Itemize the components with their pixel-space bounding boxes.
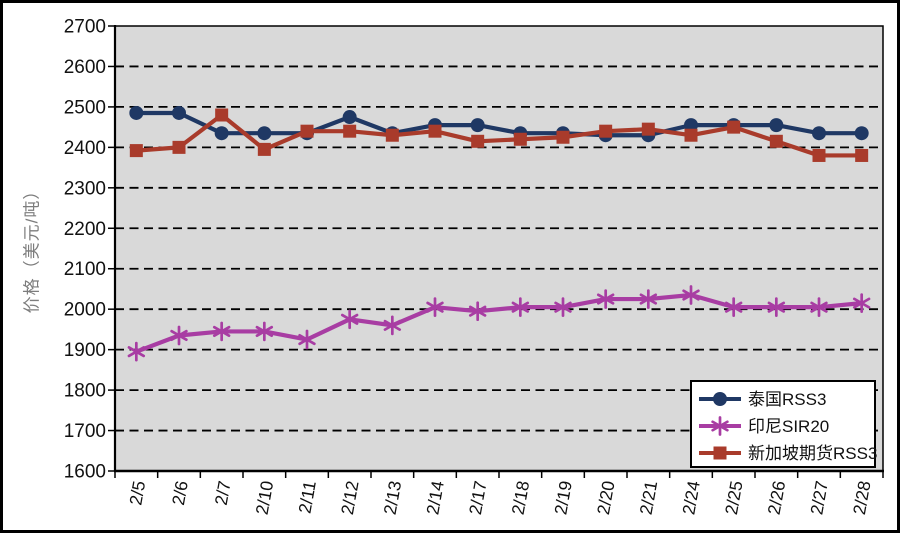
x-axis-tick-label: 2/14 xyxy=(422,479,448,516)
data-point-indonesia-sir20 xyxy=(639,293,658,305)
data-point-indonesia-sir20 xyxy=(810,301,828,313)
data-point-singapore-futures-rss3 xyxy=(300,124,314,138)
x-axis-tick-label: 2/25 xyxy=(721,479,747,516)
data-point-thailand-rss3 xyxy=(342,110,357,125)
data-point-singapore-futures-rss3 xyxy=(129,144,143,158)
x-axis-tick-label: 2/17 xyxy=(465,479,491,516)
data-point-singapore-futures-rss3 xyxy=(556,130,570,144)
data-point-indonesia-sir20 xyxy=(468,305,487,317)
series-singapore-futures-rss3 xyxy=(129,108,869,162)
data-point-singapore-futures-rss3 xyxy=(172,140,186,154)
x-axis-tick-label: 2/19 xyxy=(550,479,576,516)
data-point-indonesia-sir20 xyxy=(596,293,615,305)
data-point-singapore-futures-rss3 xyxy=(257,142,271,156)
data-point-singapore-futures-rss3 xyxy=(641,122,655,136)
data-point-singapore-futures-rss3 xyxy=(713,446,727,460)
y-axis-tick-label: 2600 xyxy=(64,57,106,78)
y-axis-tick-label: 1600 xyxy=(64,462,106,483)
data-point-singapore-futures-rss3 xyxy=(812,148,826,162)
data-point-thailand-rss3 xyxy=(769,118,784,133)
legend-label: 印尼SIR20 xyxy=(748,417,829,436)
data-point-indonesia-sir20 xyxy=(127,346,146,358)
data-point-indonesia-sir20 xyxy=(682,289,700,301)
data-point-indonesia-sir20 xyxy=(255,325,274,338)
data-point-thailand-rss3 xyxy=(129,105,144,120)
y-axis-tick-label: 2700 xyxy=(64,17,106,38)
legend-item-singapore-futures-rss3: 新加坡期货RSS3 xyxy=(699,444,877,463)
x-axis-tick-label: 2/12 xyxy=(337,479,363,516)
data-point-indonesia-sir20 xyxy=(724,301,743,313)
data-point-thailand-rss3 xyxy=(470,118,485,133)
data-point-singapore-futures-rss3 xyxy=(684,128,698,142)
x-axis-tick-label: 2/24 xyxy=(678,479,704,516)
y-axis-tick-label: 2500 xyxy=(64,97,106,118)
y-axis-tick-label: 1800 xyxy=(64,381,106,402)
x-axis-tick-label: 2/27 xyxy=(806,479,832,516)
y-axis-tick-label: 2200 xyxy=(64,219,106,240)
data-point-singapore-futures-rss3 xyxy=(599,124,613,138)
data-point-indonesia-sir20 xyxy=(767,301,786,313)
data-point-singapore-futures-rss3 xyxy=(513,132,527,146)
y-axis-tick-label: 1900 xyxy=(64,340,106,361)
data-point-singapore-futures-rss3 xyxy=(855,148,869,162)
data-point-singapore-futures-rss3 xyxy=(471,134,485,148)
data-point-thailand-rss3 xyxy=(257,126,272,141)
legend: 泰国RSS3 印尼SIR20 新加坡期货RSS3 xyxy=(690,380,877,468)
x-axis-tick-label: 2/13 xyxy=(380,479,406,516)
data-point-thailand-rss3 xyxy=(713,392,727,406)
x-axis-tick-label: 2/6 xyxy=(168,479,192,506)
legend-label: 新加坡期货RSS3 xyxy=(748,444,877,463)
data-point-indonesia-sir20 xyxy=(340,313,359,325)
y-axis-tick-label: 2300 xyxy=(64,178,106,199)
data-point-indonesia-sir20 xyxy=(170,329,188,342)
x-axis-tick-label: 2/10 xyxy=(252,479,278,516)
data-point-singapore-futures-rss3 xyxy=(215,108,229,122)
legend-item-indonesia-sir20: 印尼SIR20 xyxy=(699,416,829,436)
x-axis-tick-label: 2/21 xyxy=(636,479,662,516)
data-point-indonesia-sir20 xyxy=(212,325,231,338)
y-axis-tick-label: 1700 xyxy=(64,421,106,442)
series-indonesia-sir20 xyxy=(127,285,871,362)
data-point-thailand-rss3 xyxy=(854,126,869,141)
data-point-thailand-rss3 xyxy=(684,118,698,133)
legend-item-thailand-rss3: 泰国RSS3 xyxy=(699,390,826,409)
x-axis-tick-label: 2/11 xyxy=(295,479,320,515)
chart-canvas: 1600 1700 1800 1900 2000 2100 2200 2300 2400 2500… xyxy=(64,17,884,516)
y-axis-tick-label: 2400 xyxy=(64,138,106,159)
data-point-thailand-rss3 xyxy=(214,126,229,141)
x-axis-tick-label: 2/18 xyxy=(508,479,534,516)
data-point-singapore-futures-rss3 xyxy=(769,134,783,148)
series-line-thailand-rss3 xyxy=(134,110,864,138)
data-point-singapore-futures-rss3 xyxy=(385,128,399,142)
x-axis-tick-label: 2/26 xyxy=(764,479,790,516)
series-line-singapore-futures-rss3 xyxy=(134,112,864,158)
data-point-singapore-futures-rss3 xyxy=(343,124,357,138)
series-line-indonesia-sir20 xyxy=(134,292,864,354)
y-axis-tick-label: 2100 xyxy=(64,259,106,280)
data-point-indonesia-sir20 xyxy=(426,301,444,313)
data-point-indonesia-sir20 xyxy=(383,319,402,331)
data-point-thailand-rss3 xyxy=(172,105,186,120)
data-point-thailand-rss3 xyxy=(812,126,826,141)
data-point-singapore-futures-rss3 xyxy=(428,124,442,138)
x-axis-tick-label: 2/7 xyxy=(211,479,235,506)
data-point-indonesia-sir20 xyxy=(852,297,871,309)
data-point-singapore-futures-rss3 xyxy=(727,120,741,134)
data-point-indonesia-sir20 xyxy=(554,301,572,313)
x-axis-tick-label: 2/5 xyxy=(125,479,149,506)
x-axis-tick-label: 2/20 xyxy=(593,479,619,516)
y-axis-tick-label: 2000 xyxy=(64,300,106,321)
x-axis-tick-label: 2/28 xyxy=(849,479,875,516)
data-point-indonesia-sir20 xyxy=(711,420,729,432)
data-point-indonesia-sir20 xyxy=(298,333,316,346)
data-point-indonesia-sir20 xyxy=(511,301,530,313)
legend-label: 泰国RSS3 xyxy=(748,390,826,409)
